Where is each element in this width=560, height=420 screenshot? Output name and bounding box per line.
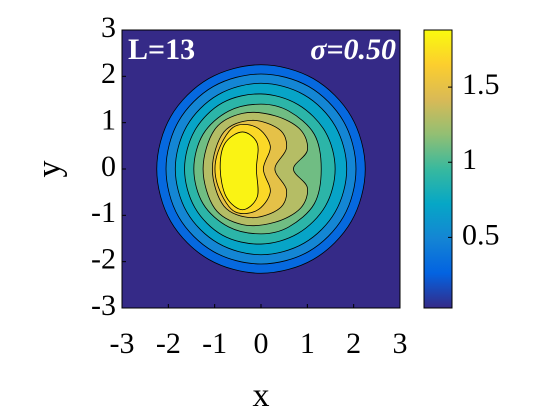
y-tick-label: -2 [91, 243, 116, 276]
x-tick-label: 1 [300, 327, 315, 360]
x-tick-label: 2 [346, 327, 361, 360]
y-axis-label: y [31, 161, 68, 178]
y-tick-label: 3 [101, 11, 116, 44]
x-tick-label: -1 [202, 327, 227, 360]
y-tick-label: 0 [101, 150, 116, 183]
y-tick-label: 2 [101, 57, 116, 90]
colorbar-tick-label: 0.5 [462, 218, 500, 251]
contour-region [219, 131, 259, 211]
y-tick-label: 1 [101, 104, 116, 137]
annotation: σ=0.50 [310, 33, 396, 66]
x-tick-label: 0 [254, 327, 269, 360]
colorbar [423, 29, 453, 309]
plot-area [122, 30, 400, 308]
y-tick-label: -3 [91, 289, 116, 322]
annotation: L=13 [128, 33, 195, 66]
x-axis-label: x [253, 377, 270, 414]
y-tick-label: -1 [91, 196, 116, 229]
x-tick-label: -3 [110, 327, 135, 360]
colorbar-tick-label: 1.5 [462, 68, 500, 101]
x-tick-label: 3 [393, 327, 408, 360]
x-tick-label: -2 [156, 327, 181, 360]
colorbar-tick-label: 1 [462, 143, 477, 176]
